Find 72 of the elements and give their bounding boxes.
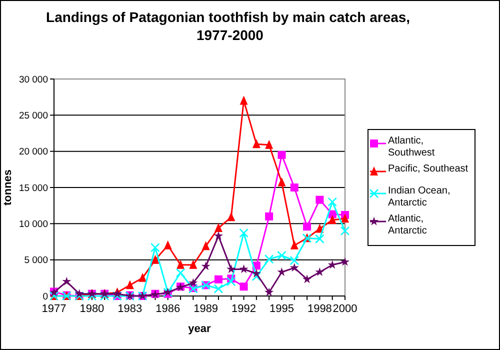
legend-label: Atlantic, Antarctic: [388, 214, 427, 236]
point: [278, 150, 286, 159]
point: [252, 139, 260, 148]
point: [227, 212, 236, 222]
x-tick-label: 1977: [42, 303, 66, 315]
x-tick-label: 2000: [332, 303, 358, 315]
point: [188, 278, 198, 287]
x-tick-label: 1995: [269, 303, 294, 315]
point: [252, 272, 262, 282]
x-tick-label: 1980: [80, 303, 104, 315]
point: [303, 222, 312, 231]
point: [341, 214, 349, 223]
point: [290, 256, 300, 266]
point: [138, 272, 147, 282]
y-tick-label: 5 000: [24, 255, 48, 266]
point: [290, 240, 298, 250]
point: [239, 228, 248, 238]
point: [239, 264, 248, 274]
point: [328, 197, 337, 207]
point: [176, 268, 186, 278]
x-tick-label: 1992: [232, 303, 256, 315]
point: [87, 291, 97, 301]
y-tick-label: 0: [42, 291, 48, 302]
y-tick-label: 25 000: [18, 110, 48, 122]
point: [315, 267, 324, 276]
point: [164, 240, 172, 250]
y-tick-label: 30 000: [18, 74, 48, 86]
point: [214, 284, 224, 294]
point: [150, 242, 160, 252]
point: [278, 177, 286, 186]
point: [214, 275, 222, 284]
point: [202, 241, 210, 250]
chart-title: Landings of Patagonian toothfish by main catch areas, 1977-2000: [46, 9, 414, 43]
point: [277, 250, 286, 260]
point: [189, 260, 198, 269]
point: [126, 280, 134, 290]
point: [340, 257, 350, 266]
point: [290, 184, 298, 192]
x-axis-title: year: [188, 323, 212, 335]
point: [100, 291, 110, 301]
point: [264, 254, 274, 264]
y-tick-label: 15 000: [18, 182, 48, 194]
x-tick-label: 1989: [194, 303, 218, 315]
x-tick-label: 1986: [156, 303, 180, 315]
y-tick-label: 20 000: [18, 146, 48, 158]
x-tick-label: 1998: [307, 303, 332, 315]
point: [328, 260, 337, 269]
point: [151, 254, 160, 264]
point: [240, 282, 248, 291]
point: [201, 262, 210, 270]
point: [302, 274, 312, 284]
point: [316, 196, 324, 204]
point: [340, 226, 350, 236]
point: [328, 215, 336, 224]
point: [265, 212, 274, 220]
y-axis-title: tonnes: [2, 169, 14, 206]
point: [315, 234, 324, 244]
point: [290, 262, 299, 272]
point: [265, 140, 274, 149]
point: [176, 260, 185, 269]
point: [226, 276, 236, 286]
point: [264, 288, 274, 296]
legend-label: Indian Ocean, Antarctic: [388, 186, 450, 208]
point: [214, 223, 222, 232]
point: [62, 276, 72, 286]
y-tick-label: 10 000: [18, 218, 48, 230]
point: [214, 231, 224, 240]
point: [226, 264, 236, 274]
legend-label: Atlantic, Southwest: [388, 136, 435, 158]
point: [240, 96, 248, 105]
x-tick-label: 1983: [118, 303, 142, 315]
legend-label: Pacific, Southeast: [388, 164, 468, 174]
